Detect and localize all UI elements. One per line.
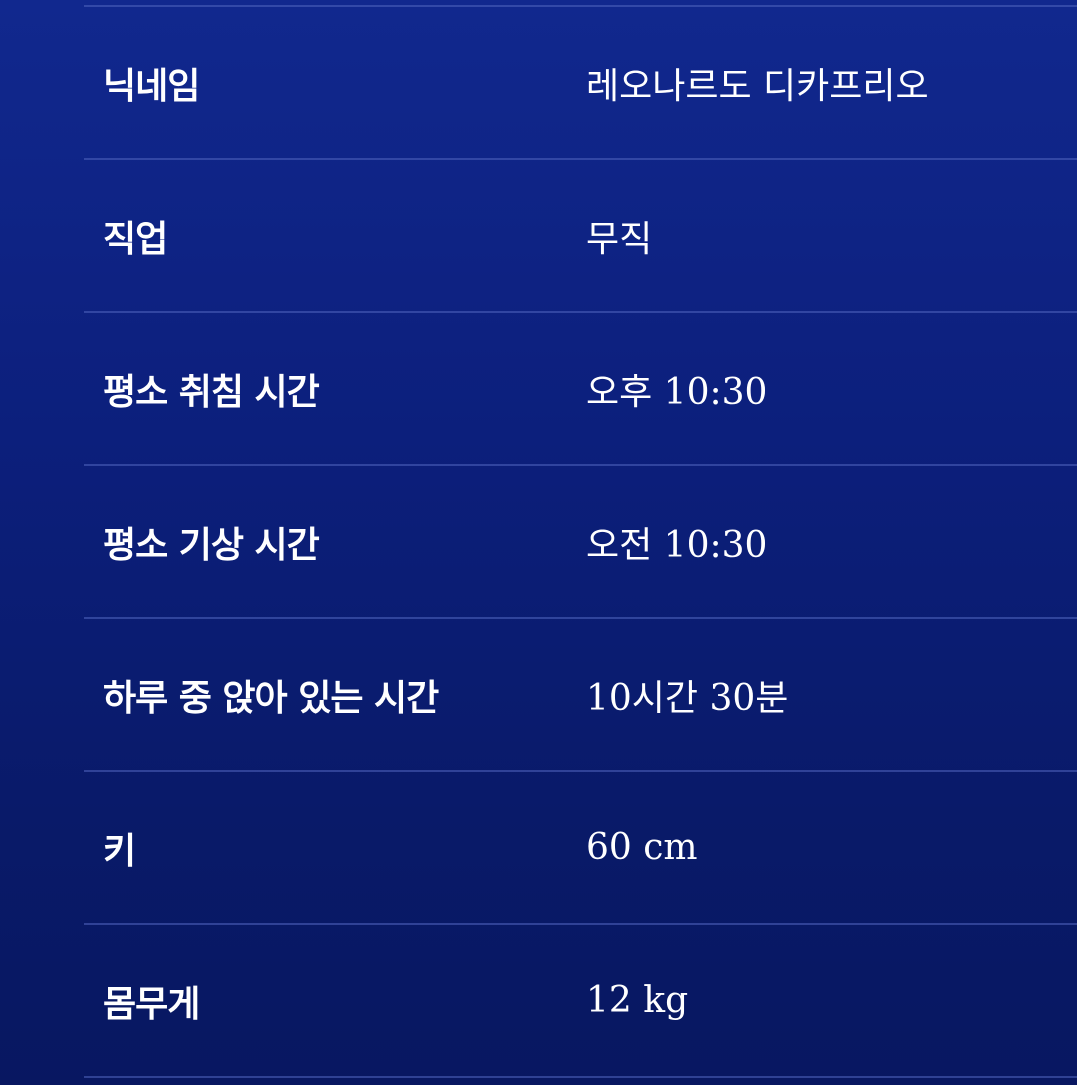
bedtime-label: 평소 취침 시간 (103, 371, 320, 413)
nickname-label: 닉네임 (103, 65, 200, 107)
wake-time-value: 오전 10:30 (586, 524, 768, 566)
height-label: 키 (103, 830, 136, 872)
row-height: 키 60 cm (84, 772, 1077, 925)
weight-value: 12 kg (586, 980, 689, 1021)
row-bedtime: 평소 취침 시간 오후 10:30 (84, 313, 1077, 466)
row-occupation: 직업 무직 (84, 160, 1077, 313)
weight-label: 몸무게 (103, 983, 200, 1025)
sitting-time-value: 10시간 30분 (586, 677, 789, 719)
height-value: 60 cm (586, 827, 698, 868)
sitting-time-label: 하루 중 앉아 있는 시간 (103, 677, 439, 719)
wake-time-label: 평소 기상 시간 (103, 524, 320, 566)
occupation-value: 무직 (586, 218, 653, 260)
row-weight: 몸무게 12 kg (84, 925, 1077, 1078)
occupation-label: 직업 (103, 218, 168, 260)
row-nickname: 닉네임 레오나르도 디카프리오 (84, 7, 1077, 160)
nickname-value: 레오나르도 디카프리오 (586, 65, 929, 107)
bedtime-value: 오후 10:30 (586, 371, 768, 413)
row-wake-time: 평소 기상 시간 오전 10:30 (84, 466, 1077, 619)
profile-info-list: 닉네임 레오나르도 디카프리오 직업 무직 평소 취침 시간 오후 10:30 … (84, 5, 1077, 1078)
row-sitting-time: 하루 중 앉아 있는 시간 10시간 30분 (84, 619, 1077, 772)
